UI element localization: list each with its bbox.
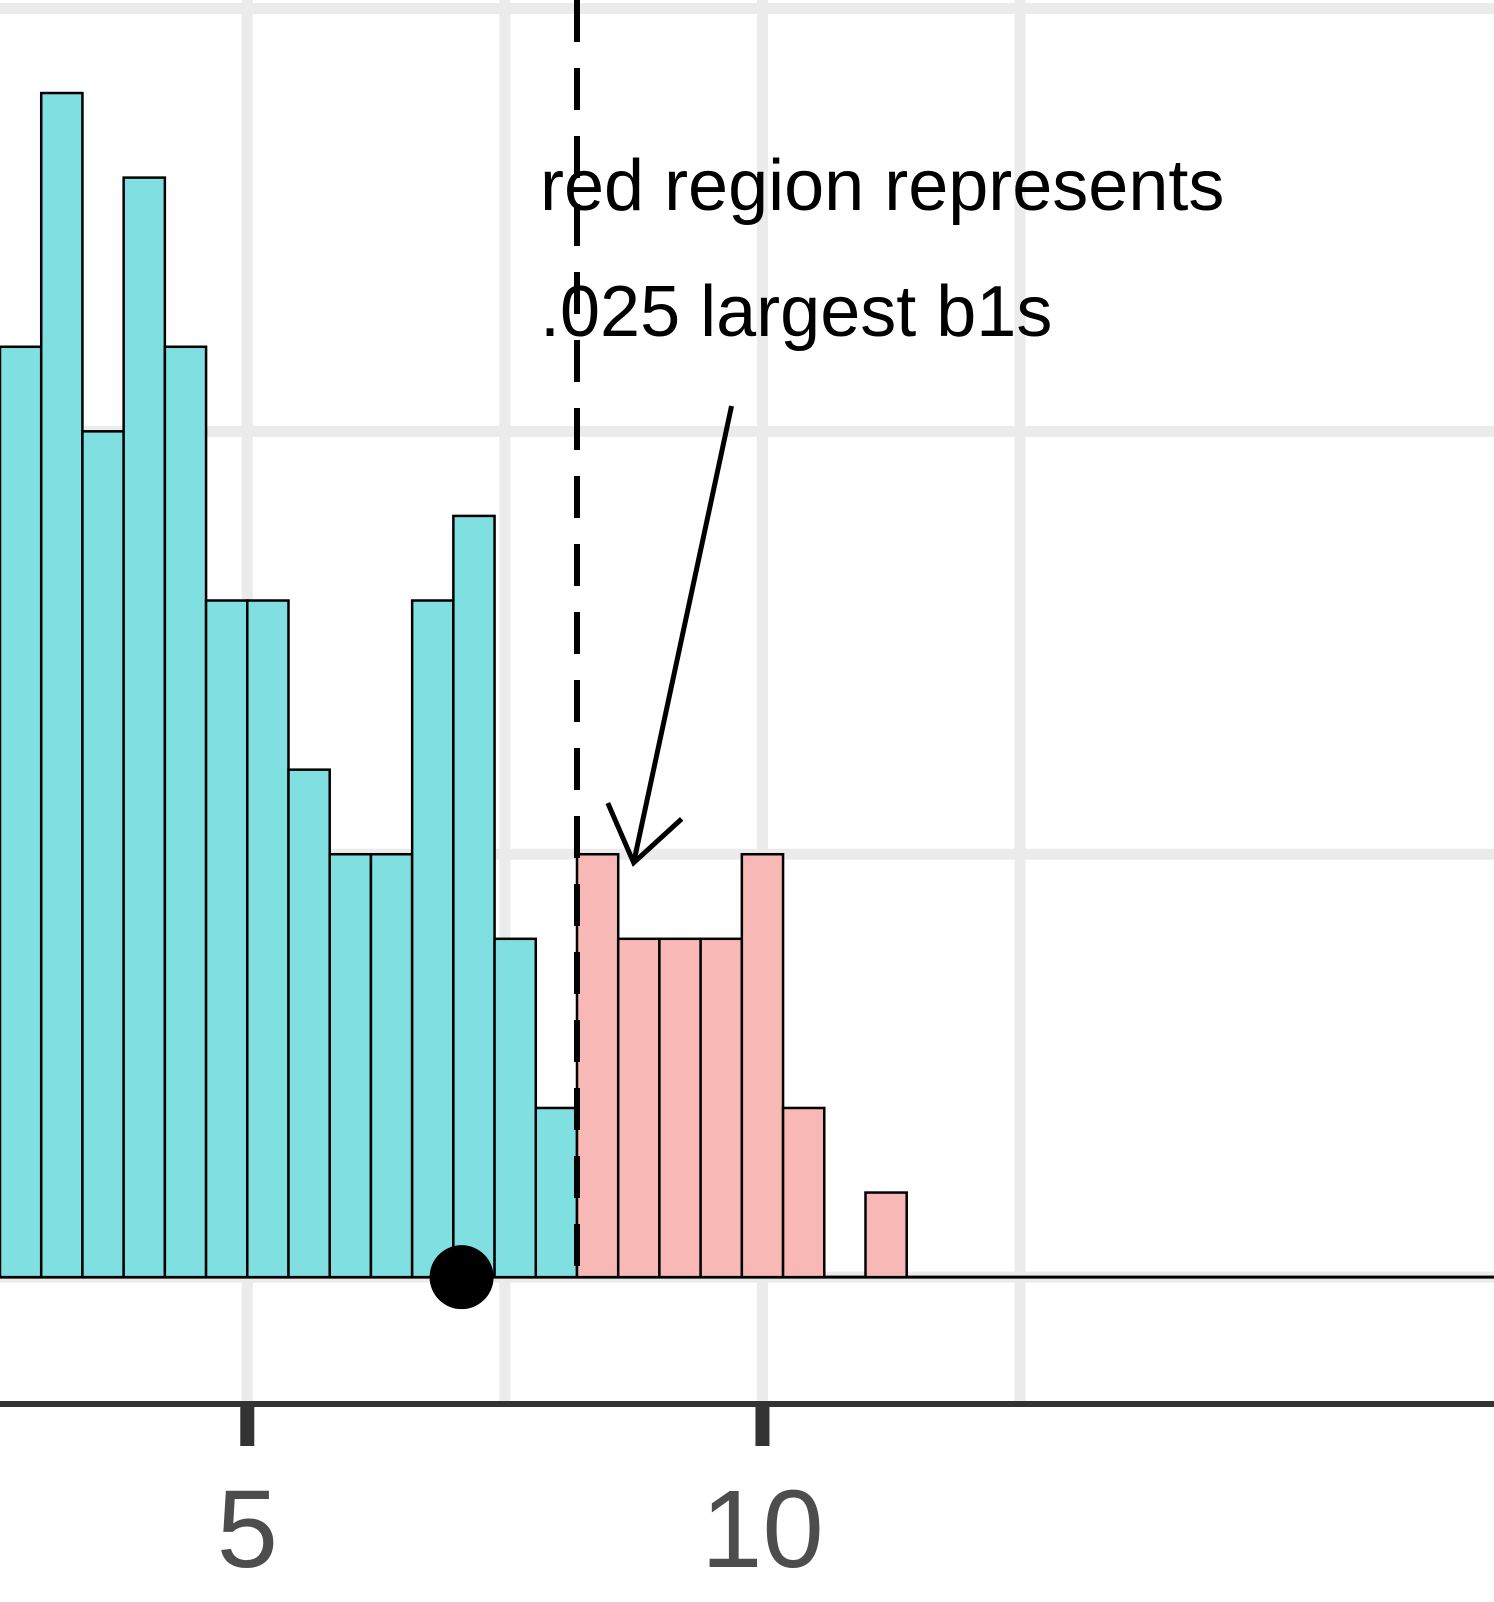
sample-point [429, 1245, 494, 1310]
histogram-bar-red [740, 852, 785, 1279]
histogram-bar-blue [534, 1106, 579, 1279]
bars-layer [0, 91, 1494, 1279]
histogram-bar-blue [410, 599, 455, 1279]
histogram-bar-blue [122, 176, 167, 1279]
histogram-bar-blue [39, 91, 84, 1279]
histogram-bar-red [864, 1191, 908, 1279]
x-axis-tick-label: 5 [217, 1468, 278, 1591]
histogram-bar-blue [328, 852, 373, 1279]
histogram-bar-blue [81, 430, 125, 1279]
annotation-line-2: .025 largest b1s [540, 272, 1052, 352]
histogram-bar-red [699, 937, 744, 1279]
histogram-bar-red [575, 852, 620, 1279]
annotation-line-1: red region represents [540, 146, 1224, 226]
annotation-arrow-shaft [631, 405, 734, 864]
histogram-bar-blue [246, 599, 290, 1279]
histogram-bar-blue [204, 599, 249, 1279]
histogram-bar-blue [452, 514, 496, 1279]
histogram-bar-blue [493, 937, 538, 1279]
histogram-bar-blue [163, 345, 208, 1279]
x-axis: 5 10 [0, 1401, 1494, 1591]
histogram-bar-blue [0, 345, 43, 1279]
x-axis-tick-label: 10 [701, 1468, 823, 1591]
histogram-bar-blue [287, 768, 331, 1279]
overlay-layer [429, 0, 734, 1310]
histogram-bar-blue [369, 852, 414, 1279]
histogram-bar-red [658, 937, 702, 1279]
histogram-bar-red [781, 1106, 826, 1279]
histogram-bar-red [616, 937, 661, 1279]
annotation-arrow-head [605, 802, 684, 867]
